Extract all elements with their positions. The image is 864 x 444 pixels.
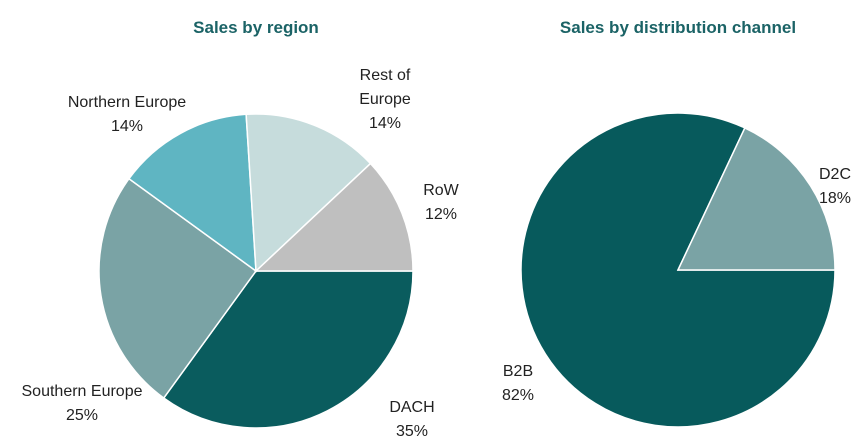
chart-title: Sales by distribution channel <box>559 18 797 37</box>
slice-value: 14% <box>368 115 402 132</box>
pie-slice <box>245 113 372 273</box>
pie-slice <box>127 113 257 273</box>
slice-value: 12% <box>424 206 458 223</box>
slice-value: 18% <box>818 190 852 207</box>
slice-label: Southern Europe 25% <box>22 380 143 428</box>
slice-label: DACH 35% <box>389 396 434 444</box>
slice-label: D2C 18% <box>819 163 851 211</box>
pie-slice <box>254 162 414 272</box>
slice-value: 35% <box>395 423 429 440</box>
slice-label: Northern Europe 14% <box>68 91 186 139</box>
slice-name: Southern Europe <box>21 383 143 400</box>
slice-name: Northern Europe <box>67 94 187 111</box>
slice-value: 82% <box>501 387 535 404</box>
slice-label: Rest of Europe 14% <box>350 64 420 136</box>
slice-name: RoW <box>423 182 459 199</box>
pie-slice <box>676 126 836 271</box>
pie-slice <box>98 177 258 400</box>
slice-name: Rest of Europe <box>359 67 411 108</box>
slice-value: 25% <box>65 407 99 424</box>
slice-name: DACH <box>389 399 435 416</box>
slice-name: D2C <box>818 166 851 183</box>
chart-title: Sales by region <box>193 18 319 37</box>
slice-label: RoW 12% <box>423 179 459 227</box>
pie-slice <box>162 270 414 429</box>
slice-name: B2B <box>502 363 534 380</box>
slice-label: B2B 82% <box>502 360 534 408</box>
slice-value: 14% <box>110 118 144 135</box>
